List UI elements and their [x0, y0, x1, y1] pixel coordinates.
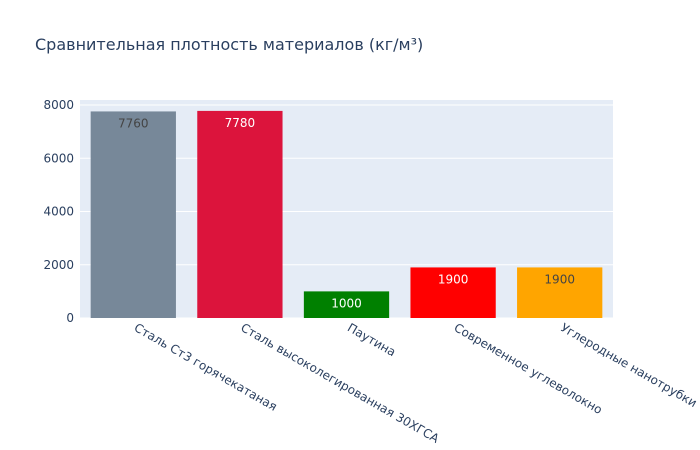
y-tick-label: 4000: [43, 205, 74, 219]
bar: [90, 111, 176, 319]
y-tick-label: 2000: [43, 258, 74, 272]
data-label: 7780: [225, 116, 256, 130]
data-label: 1900: [438, 272, 469, 286]
bar: [197, 110, 283, 318]
bar: [517, 267, 603, 318]
data-label: 1000: [331, 296, 362, 310]
bar: [303, 291, 390, 318]
data-label: 7760: [118, 116, 149, 130]
y-tick-label: 0: [66, 311, 74, 325]
chart-title: Сравнительная плотность материалов (кг/м…: [35, 35, 423, 54]
y-tick-label: 6000: [43, 151, 74, 165]
y-tick-label: 8000: [43, 98, 74, 112]
bar: [410, 267, 496, 318]
grid: 0 2000 4000 6000 8000: [43, 98, 613, 325]
data-label: 1900: [544, 272, 575, 286]
